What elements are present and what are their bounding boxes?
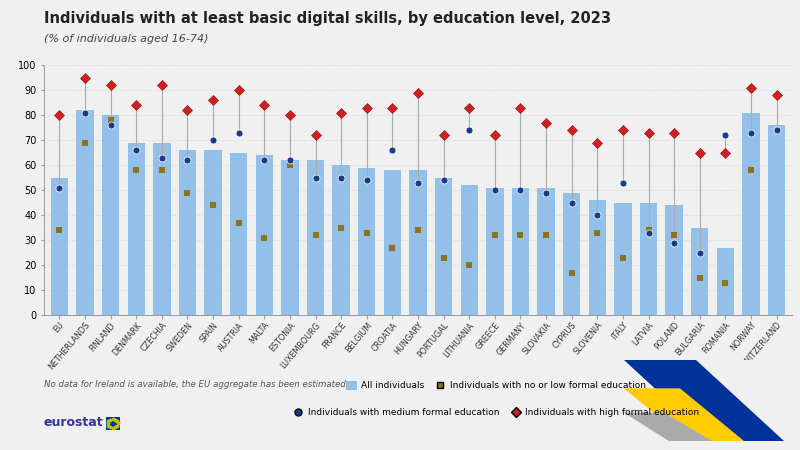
Bar: [307, 160, 324, 315]
Bar: [691, 228, 709, 315]
Polygon shape: [624, 388, 744, 441]
Bar: [358, 168, 375, 315]
Bar: [102, 115, 119, 315]
Bar: [742, 112, 760, 315]
Bar: [127, 143, 145, 315]
Bar: [178, 150, 196, 315]
Bar: [384, 170, 401, 315]
Legend: Individuals with medium formal education, Individuals with high formal education: Individuals with medium formal education…: [289, 405, 703, 421]
Bar: [410, 170, 426, 315]
Bar: [282, 160, 298, 315]
Bar: [768, 125, 786, 315]
Polygon shape: [624, 360, 784, 441]
Bar: [538, 188, 554, 315]
Legend: All individuals, Individuals with no or low formal education: All individuals, Individuals with no or …: [342, 378, 650, 394]
Text: (% of individuals aged 16-74): (% of individuals aged 16-74): [44, 34, 209, 44]
Bar: [204, 150, 222, 315]
Bar: [461, 185, 478, 315]
Bar: [717, 248, 734, 315]
Bar: [512, 188, 529, 315]
Bar: [589, 200, 606, 315]
Bar: [255, 155, 273, 315]
Text: Individuals with at least basic digital skills, by education level, 2023: Individuals with at least basic digital …: [44, 11, 611, 26]
Text: eurostat: eurostat: [44, 417, 104, 429]
Bar: [640, 202, 658, 315]
Bar: [666, 205, 683, 315]
Bar: [614, 202, 632, 315]
Bar: [76, 110, 94, 315]
Bar: [435, 178, 452, 315]
Bar: [50, 178, 68, 315]
Text: No data for Ireland is available, the EU aggregate has been estimated.: No data for Ireland is available, the EU…: [44, 380, 349, 389]
Bar: [563, 193, 581, 315]
Polygon shape: [624, 413, 712, 441]
Bar: [230, 153, 247, 315]
Bar: [153, 143, 170, 315]
Bar: [486, 188, 503, 315]
Bar: [333, 165, 350, 315]
